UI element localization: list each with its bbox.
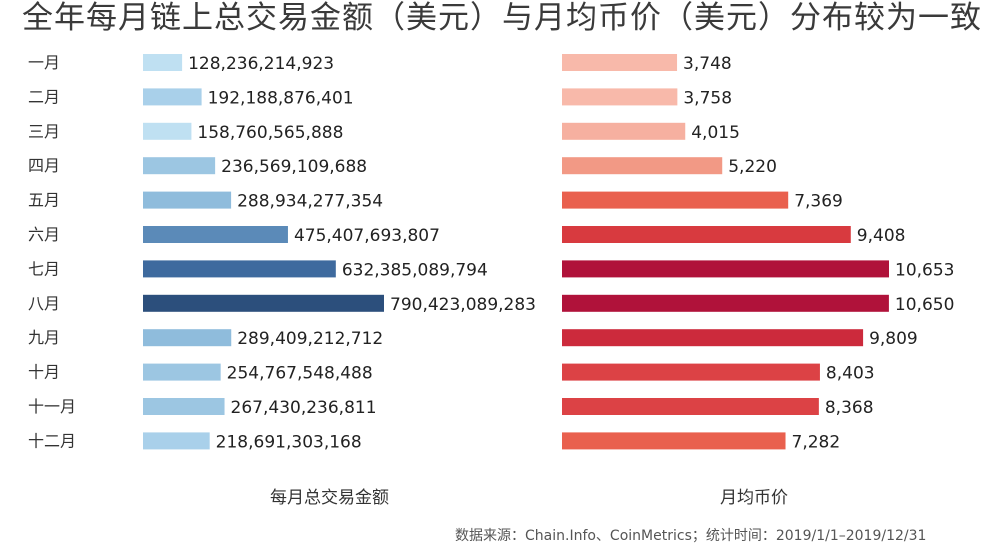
category-label: 四月 — [28, 156, 60, 175]
bar — [562, 122, 686, 140]
bar — [562, 88, 678, 106]
bar — [562, 226, 851, 243]
bar — [562, 157, 723, 175]
bar — [562, 363, 820, 381]
data-label: 267,430,236,811 — [231, 398, 377, 418]
data-label: 632,385,089,794 — [342, 260, 488, 280]
data-label: 128,236,214,923 — [188, 54, 334, 74]
bar — [562, 260, 889, 278]
bar — [143, 398, 225, 415]
left-axis-label: 每月总交易金额 — [270, 488, 389, 508]
category-label: 十二月 — [28, 431, 76, 450]
data-label: 288,934,277,354 — [237, 192, 383, 212]
category-label: 一月 — [28, 53, 60, 72]
data-label: 475,407,693,807 — [294, 226, 440, 246]
data-label: 236,569,109,688 — [221, 157, 367, 177]
bar — [562, 294, 889, 312]
data-label: 790,423,089,283 — [390, 295, 536, 315]
data-label: 9,408 — [857, 226, 906, 246]
data-label: 5,220 — [728, 157, 777, 177]
bar — [143, 432, 210, 450]
data-label: 4,015 — [691, 123, 740, 143]
bar — [562, 54, 678, 71]
category-label: 三月 — [28, 122, 60, 141]
category-label: 二月 — [28, 87, 60, 106]
data-label: 10,650 — [895, 295, 954, 315]
data-label: 10,653 — [895, 260, 954, 280]
data-label: 158,760,565,888 — [197, 123, 343, 143]
source-note: 数据来源：Chain.Info、CoinMetrics；统计时间：2019/1/… — [455, 528, 927, 544]
bar — [562, 191, 789, 209]
bar — [562, 398, 819, 415]
category-label: 五月 — [28, 191, 60, 210]
right-axis-label: 月均币价 — [720, 488, 788, 508]
category-label: 六月 — [28, 225, 60, 244]
bar — [143, 329, 232, 347]
data-label: 3,748 — [683, 54, 732, 74]
bar — [143, 294, 384, 312]
bar — [143, 191, 232, 209]
category-label: 十一月 — [28, 397, 76, 416]
category-label: 十月 — [28, 363, 60, 382]
data-label: 7,282 — [792, 432, 841, 452]
data-label: 254,767,548,488 — [227, 364, 373, 384]
category-label: 八月 — [28, 294, 60, 313]
bar — [143, 54, 183, 71]
bar — [143, 157, 216, 175]
chart-title: 全年每月链上总交易金额（美元）与月均币价（美元）分布较为一致 — [22, 0, 982, 36]
category-label: 七月 — [28, 259, 60, 278]
bar — [562, 432, 786, 450]
data-label: 289,409,212,712 — [237, 329, 383, 349]
bar — [143, 226, 288, 243]
category-label: 九月 — [28, 328, 60, 347]
bar — [143, 363, 221, 381]
data-label: 218,691,303,168 — [216, 432, 362, 452]
data-label: 8,368 — [825, 398, 874, 418]
bar — [562, 329, 864, 347]
bar — [143, 260, 336, 278]
data-label: 192,188,876,401 — [208, 88, 354, 108]
data-label: 9,809 — [869, 329, 918, 349]
data-label: 8,403 — [826, 364, 875, 384]
bar — [143, 122, 192, 140]
data-label: 7,369 — [794, 192, 843, 212]
data-label: 3,758 — [683, 88, 732, 108]
bar — [143, 88, 202, 106]
